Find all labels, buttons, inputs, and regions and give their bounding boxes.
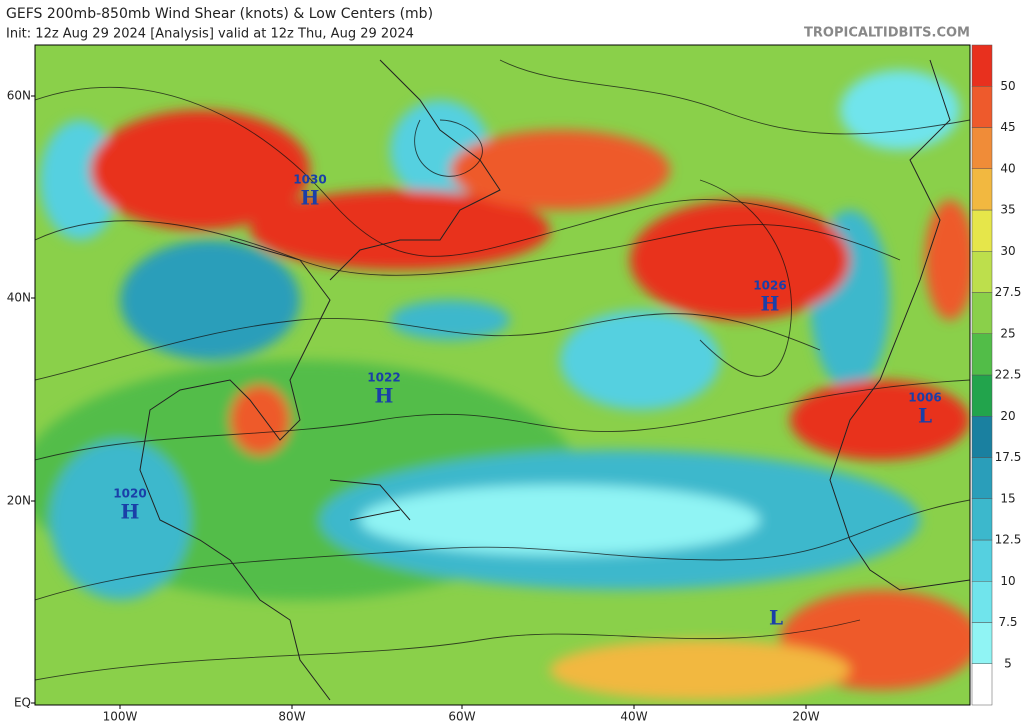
- colorbar-bin: [971, 498, 993, 541]
- colorbar-label: 10: [1000, 574, 1015, 588]
- longitude-label: 40W: [620, 710, 647, 724]
- longitude-label: 100W: [103, 710, 138, 724]
- latitude-label: 60N: [7, 89, 31, 103]
- colorbar-label: 22.5: [995, 368, 1022, 382]
- coastlines: [139, 59, 970, 701]
- longitude-label: 80W: [278, 710, 305, 724]
- pressure-value: 1026: [753, 279, 786, 293]
- colorbar-bin: [971, 581, 993, 623]
- colorbar-bin: [971, 416, 993, 458]
- subtitle: Init: 12z Aug 29 2024 [Analysis] valid a…: [6, 27, 414, 42]
- colorbar-bin: [971, 374, 993, 417]
- colorbar-bin: [971, 168, 993, 211]
- colorbar-bin: [971, 251, 993, 293]
- colorbar-label: 30: [1000, 244, 1015, 258]
- longitude-label: 60W: [448, 710, 475, 724]
- title: GEFS 200mb-850mb Wind Shear (knots) & Lo…: [6, 6, 433, 22]
- colorbar-label: 5: [1004, 656, 1012, 670]
- colorbar-bin: [971, 44, 993, 87]
- colorbar-bin: [971, 539, 993, 582]
- pressure-center: H: [121, 500, 140, 524]
- colorbar-bin: [971, 86, 993, 128]
- pressure-center: L: [769, 606, 783, 630]
- colorbar-bin: [971, 209, 993, 252]
- latitude-label: 40N: [7, 291, 31, 305]
- latitude-label: 20N: [7, 494, 31, 508]
- colorbar-bin: [971, 622, 993, 664]
- latitude-label: EQ: [14, 696, 31, 710]
- credit: TROPICALTIDBITS.COM: [804, 26, 970, 41]
- pressure-center: H: [301, 186, 320, 210]
- pressure-value: 1030: [293, 173, 326, 187]
- shear-field: [35, 45, 970, 705]
- colorbar-label: 45: [1000, 120, 1015, 134]
- colorbar-label: 50: [1000, 79, 1015, 93]
- colorbar-bin: [971, 292, 993, 334]
- colorbar-label: 27.5: [995, 285, 1022, 299]
- colorbar-label: 12.5: [995, 533, 1022, 547]
- longitude-label: 20W: [792, 710, 819, 724]
- colorbar-bin: [971, 127, 993, 169]
- pressure-center: H: [375, 384, 394, 408]
- colorbar-label: 7.5: [998, 615, 1017, 629]
- colorbar-bin: [971, 333, 993, 376]
- colorbar-label: 40: [1000, 161, 1015, 175]
- pressure-center: H: [761, 292, 780, 316]
- colorbar-label: 15: [1000, 491, 1015, 505]
- pressure-center: L: [918, 404, 932, 428]
- colorbar-label: 20: [1000, 409, 1015, 423]
- pressure-value: 1006: [908, 391, 941, 405]
- pressure-value: 1020: [113, 487, 146, 501]
- colorbar-label: 35: [1000, 203, 1015, 217]
- colorbar-label: 17.5: [995, 450, 1022, 464]
- streamlines: [35, 59, 970, 681]
- colorbar-bin: [971, 457, 993, 499]
- colorbar-bin: [971, 663, 993, 706]
- map-frame: [34, 44, 971, 706]
- colorbar-label: 25: [1000, 326, 1015, 340]
- pressure-value: 1022: [367, 371, 400, 385]
